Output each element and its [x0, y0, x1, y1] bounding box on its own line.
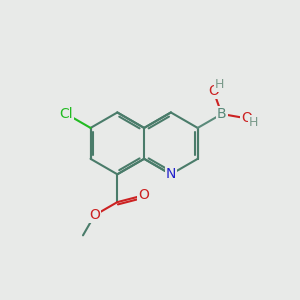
Text: N: N [166, 167, 176, 181]
Text: B: B [217, 107, 226, 121]
Text: O: O [89, 208, 100, 222]
Text: H: H [249, 116, 259, 129]
Text: Cl: Cl [60, 107, 73, 121]
Text: O: O [138, 188, 149, 202]
Text: O: O [208, 84, 219, 98]
Text: H: H [215, 78, 224, 91]
Text: O: O [241, 111, 252, 125]
